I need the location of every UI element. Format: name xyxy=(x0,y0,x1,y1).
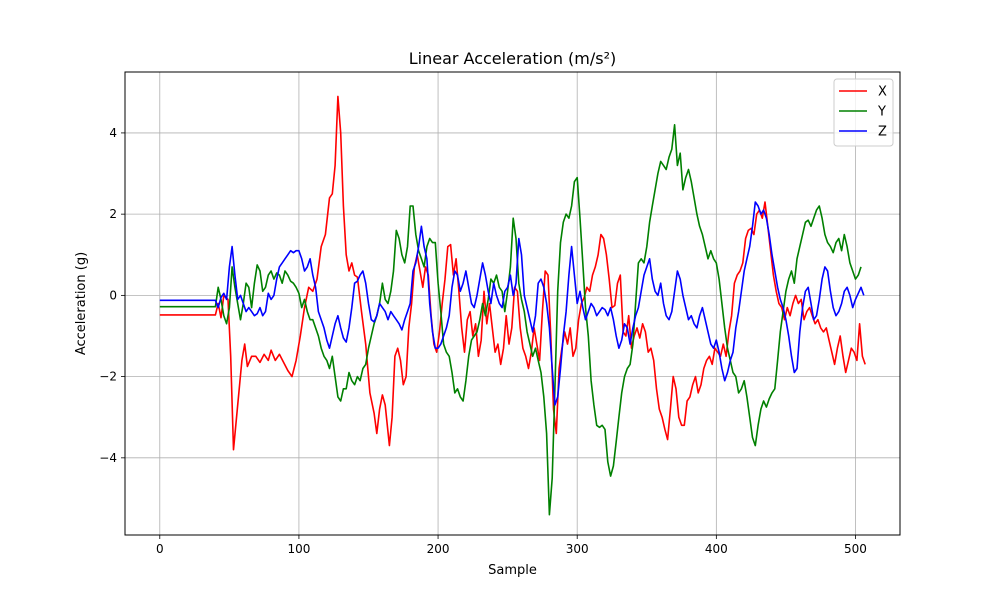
grid-lines xyxy=(125,72,900,535)
x-tick-label: 300 xyxy=(566,542,589,556)
x-tick-label: 400 xyxy=(705,542,728,556)
legend: XYZ xyxy=(833,78,894,147)
chart-title: Linear Acceleration (m/s²) xyxy=(409,49,617,68)
y-axis-label: Acceleration (g) xyxy=(74,252,89,355)
x-tick-label: 500 xyxy=(844,542,867,556)
y-tick-label: 4 xyxy=(109,126,117,140)
x-tick-label: 0 xyxy=(156,542,164,556)
axis-ticks: 0 100 200 300 400 500 −4 −2 0 2 4 xyxy=(99,126,867,556)
plot-frame xyxy=(124,71,901,536)
legend-label-x: X xyxy=(878,85,887,100)
x-tick-label: 100 xyxy=(287,542,310,556)
y-tick-label: 2 xyxy=(109,207,117,221)
series-line-x xyxy=(159,95,866,451)
legend-label-z: Z xyxy=(878,125,887,140)
x-tick-label: 200 xyxy=(427,542,450,556)
y-tick-label: −2 xyxy=(99,370,117,384)
series-lines xyxy=(159,95,866,516)
series-line-z xyxy=(159,201,865,406)
y-tick-label: −4 xyxy=(99,451,117,465)
y-tick-label: 0 xyxy=(109,288,117,302)
series-line-y xyxy=(159,124,862,516)
legend-box xyxy=(833,78,894,147)
x-axis-label: Sample xyxy=(488,563,537,578)
legend-label-y: Y xyxy=(877,105,886,120)
